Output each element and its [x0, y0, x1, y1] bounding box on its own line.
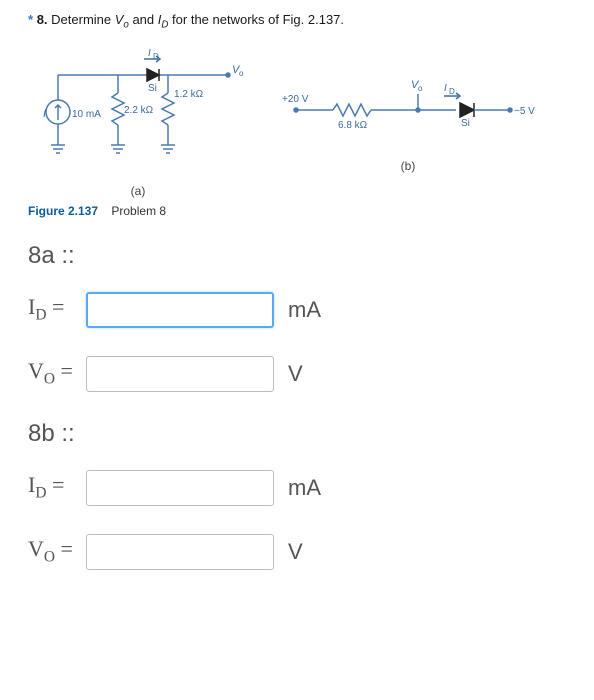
- label-8b-id: ID =: [28, 472, 86, 502]
- svg-text:−5 V: −5 V: [514, 106, 535, 117]
- svg-text:Si: Si: [461, 118, 470, 129]
- svg-text:o: o: [239, 69, 244, 78]
- unit-8b-id: mA: [288, 475, 321, 501]
- circuit-a-svg: I 10 mA 2.2 kΩ 1.2 kΩ Si ID Vo: [28, 45, 248, 175]
- svg-text:I: I: [148, 48, 151, 59]
- svg-text:6.8 kΩ: 6.8 kΩ: [338, 120, 368, 131]
- input-8a-id[interactable]: [86, 292, 274, 328]
- label-8a-vo: VO =: [28, 358, 86, 388]
- label-8b-vo: VO =: [28, 536, 86, 566]
- problem-star: *: [28, 12, 33, 27]
- problem-statement: * 8. Determine Vo and ID for the network…: [28, 12, 566, 31]
- unit-8b-vo: V: [288, 539, 303, 565]
- figure-caption-text: Problem 8: [111, 204, 166, 218]
- svg-text:D: D: [449, 87, 455, 96]
- svg-text:I: I: [444, 83, 447, 94]
- figure-b: +20 V 6.8 kΩ Vo ID Si −5 V (b): [278, 70, 538, 173]
- row-8a-vo: VO = V: [28, 356, 566, 392]
- svg-text:D: D: [153, 52, 159, 61]
- part-8a-heading: 8a ::: [28, 242, 566, 270]
- figure-row: I 10 mA 2.2 kΩ 1.2 kΩ Si ID Vo (a): [28, 45, 566, 198]
- svg-text:10 mA: 10 mA: [72, 109, 101, 120]
- svg-text:+20 V: +20 V: [282, 94, 309, 105]
- label-8a-id: ID =: [28, 294, 86, 324]
- part-8b-heading: 8b ::: [28, 420, 566, 448]
- input-8b-id[interactable]: [86, 470, 274, 506]
- row-8b-vo: VO = V: [28, 534, 566, 570]
- problem-text-1: Determine: [51, 12, 115, 27]
- unit-8a-id: mA: [288, 297, 321, 323]
- svg-text:Si: Si: [148, 83, 157, 94]
- figure-caption-num: Figure 2.137: [28, 204, 98, 218]
- input-8b-vo[interactable]: [86, 534, 274, 570]
- figure-b-label: (b): [278, 159, 538, 173]
- svg-text:o: o: [418, 84, 423, 93]
- row-8b-id: ID = mA: [28, 470, 566, 506]
- figure-caption: Figure 2.137 Problem 8: [28, 204, 566, 218]
- unit-8a-vo: V: [288, 361, 303, 387]
- svg-text:1.2 kΩ: 1.2 kΩ: [174, 89, 204, 100]
- input-8a-vo[interactable]: [86, 356, 274, 392]
- circuit-b-svg: +20 V 6.8 kΩ Vo ID Si −5 V: [278, 70, 538, 150]
- svg-text:2.2 kΩ: 2.2 kΩ: [124, 105, 154, 116]
- problem-number: 8.: [37, 12, 48, 27]
- figure-a: I 10 mA 2.2 kΩ 1.2 kΩ Si ID Vo (a): [28, 45, 248, 198]
- row-8a-id: ID = mA: [28, 292, 566, 328]
- svg-text:I: I: [43, 108, 46, 120]
- figure-a-label: (a): [28, 184, 248, 198]
- problem-text-2: for the networks of Fig. 2.137.: [168, 12, 344, 27]
